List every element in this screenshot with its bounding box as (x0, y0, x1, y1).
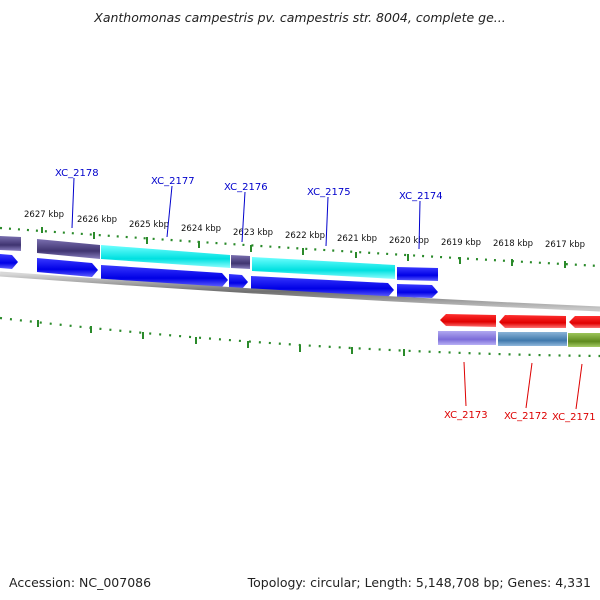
tick-label: 2617 kbp (545, 240, 585, 250)
tick-label: 2619 kbp (441, 238, 481, 248)
cog-block (37, 239, 100, 259)
cds-arrow (397, 267, 438, 281)
tick-label: 2627 kbp (24, 210, 64, 220)
cds-reverse-track (440, 314, 600, 328)
tick-label: 2625 kbp (129, 220, 169, 230)
cog-block (101, 245, 230, 268)
gene-label-xc2172[interactable]: XC_2172 (504, 411, 548, 422)
gene-label-xc2178[interactable]: XC_2178 (55, 168, 99, 179)
cds-arrow (499, 315, 566, 328)
cog-row-forward (0, 236, 395, 279)
cog-block (498, 332, 567, 346)
gene-label-xc2171[interactable]: XC_2171 (552, 412, 596, 423)
cds-arrow (0, 254, 18, 269)
accession-text: Accession: NC_007086 (9, 575, 152, 590)
cog-row-reverse (438, 331, 600, 347)
forward-gene-labels: XC_2178 XC_2177 XC_2176 XC_2175 XC_2174 (55, 168, 443, 250)
tick-label: 2618 kbp (493, 239, 533, 249)
inner-tick-ring (0, 316, 600, 358)
gene-label-xc2177[interactable]: XC_2177 (151, 176, 195, 187)
tick-label: 2623 kbp (233, 228, 273, 238)
cog-block (252, 257, 395, 279)
outer-major-ticks (41, 227, 566, 268)
gene-label-xc2175[interactable]: XC_2175 (307, 187, 351, 198)
gene-label-xc2174[interactable]: XC_2174 (399, 191, 443, 202)
reverse-gene-labels: XC_2173 XC_2172 XC_2171 (444, 361, 596, 423)
tick-label: 2621 kbp (337, 234, 377, 244)
backbone (0, 271, 600, 312)
tick-label: 2620 kbp (389, 236, 429, 246)
cog-block (568, 333, 600, 347)
cds-arrow (397, 284, 438, 298)
cds-arrow (440, 314, 496, 327)
cog-block (0, 236, 21, 251)
inner-major-ticks (37, 320, 405, 356)
map-title: Xanthomonas campestris pv. campestris st… (94, 10, 506, 25)
cog-block (438, 331, 496, 345)
tick-label: 2622 kbp (285, 231, 325, 241)
cds-arrow (569, 316, 600, 328)
genome-summary-text: Topology: circular; Length: 5,148,708 bp… (247, 575, 591, 590)
cds-arrow (101, 265, 228, 287)
cds-arrow (229, 274, 248, 289)
tick-label: 2624 kbp (181, 224, 221, 234)
cog-block (231, 255, 250, 269)
tick-labels: 2627 kbp 2626 kbp 2625 kbp 2624 kbp 2623… (24, 210, 585, 250)
gene-label-xc2173[interactable]: XC_2173 (444, 410, 488, 421)
tick-label: 2626 kbp (77, 215, 117, 225)
cds-arrow (37, 258, 98, 277)
gene-label-xc2176[interactable]: XC_2176 (224, 182, 268, 193)
